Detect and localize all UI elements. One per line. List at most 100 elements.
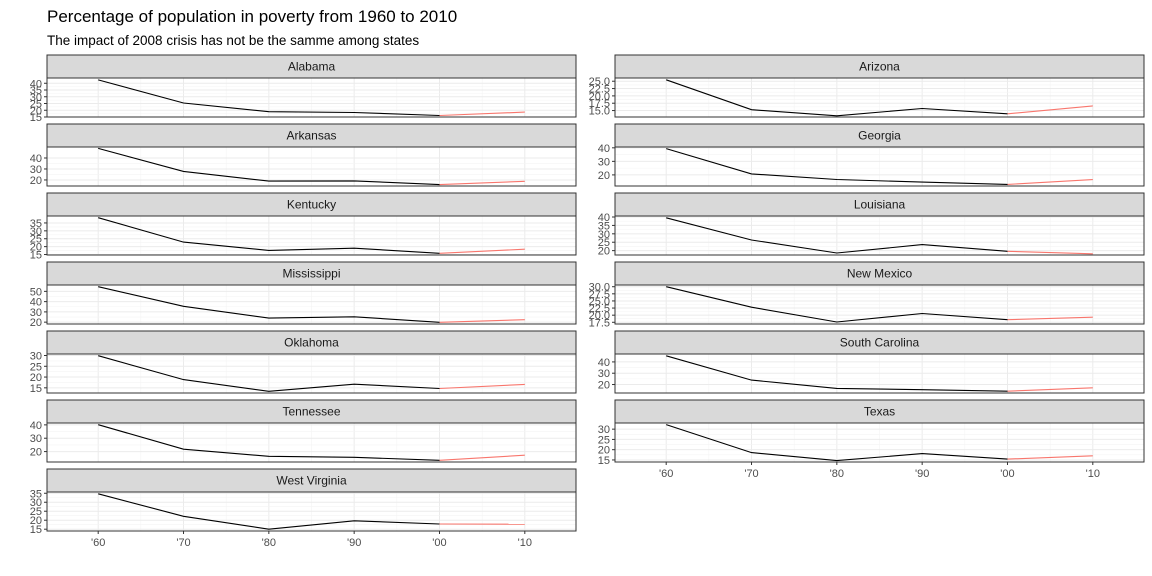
y-tick-label: 35 [30, 488, 42, 500]
series-line [98, 286, 440, 323]
x-tick-label: '90 [915, 468, 929, 480]
facet-strip-label: Arizona [859, 60, 900, 74]
series-line-highlight [1007, 105, 1093, 115]
y-tick-label: 40 [598, 357, 610, 369]
y-tick-label: 40 [30, 420, 42, 432]
y-tick-label: 30 [598, 156, 610, 168]
series-line [666, 217, 1008, 254]
facet-strip-label: Georgia [858, 129, 901, 143]
series-line [98, 355, 440, 392]
y-tick-label: 30 [30, 497, 42, 509]
y-tick-label: 20 [30, 175, 42, 187]
y-tick-label: 20.0 [589, 310, 610, 322]
series-line-highlight [439, 248, 525, 254]
series-line-highlight [1007, 455, 1093, 460]
y-tick-label: 20 [30, 105, 42, 117]
series-line [666, 148, 1008, 185]
y-tick-label: 15 [30, 524, 42, 536]
facet-panel-border [46, 77, 577, 118]
y-tick-label: 30 [30, 92, 42, 104]
y-tick-label: 20 [598, 170, 610, 182]
facet-strip-label: Tennessee [282, 405, 340, 419]
y-tick-label: 22.5 [589, 84, 610, 96]
y-tick-label: 15 [30, 250, 42, 262]
facet-panel-border [46, 284, 577, 325]
y-tick-label: 30.0 [589, 282, 610, 294]
y-tick-label: 30 [30, 164, 42, 176]
x-tick-label: '90 [347, 537, 361, 549]
series-line [98, 79, 440, 117]
y-tick-label: 30 [30, 433, 42, 445]
y-tick-label: 25 [30, 506, 42, 518]
facet-panel-border [46, 422, 577, 463]
facet-strip-label: New Mexico [847, 267, 913, 281]
facet-strip-label: Mississippi [282, 267, 340, 281]
facet-strip-label: Texas [864, 405, 895, 419]
y-tick-label: 25 [30, 99, 42, 111]
y-tick-label: 25.0 [589, 76, 610, 88]
y-tick-label: 40 [598, 212, 610, 224]
facet-new-mexico: New Mexico 17.520.022.525.027.530.0 [589, 261, 1145, 329]
chart-subtitle: The impact of 2008 crisis has not be the… [47, 33, 419, 48]
series-line-highlight [1007, 179, 1093, 185]
y-tick-label: 27.5 [589, 289, 610, 301]
series-line [98, 217, 440, 254]
series-line [98, 147, 440, 186]
facet-strip-label: Kentucky [287, 198, 336, 212]
y-tick-label: 25.0 [589, 296, 610, 308]
y-tick-label: 15 [598, 455, 610, 467]
y-tick-label: 22.5 [589, 303, 610, 315]
facet-panel-border [46, 491, 577, 532]
series-line-highlight [1007, 250, 1093, 255]
facet-panels: Alabama152025303540Arizona15.017.520.022… [30, 54, 1145, 549]
series-line [666, 286, 1008, 323]
y-tick-label: 40 [598, 143, 610, 155]
series-line [666, 424, 1008, 462]
y-tick-label: 40 [30, 297, 42, 309]
y-tick-label: 17.5 [589, 317, 610, 329]
y-tick-label: 35 [30, 218, 42, 230]
facet-strip-label: Oklahoma [284, 336, 339, 350]
y-tick-label: 30 [598, 229, 610, 241]
y-tick-label: 20 [598, 246, 610, 258]
y-tick-label: 17.5 [589, 98, 610, 110]
x-tick-label: '10 [1086, 468, 1100, 480]
x-tick-label: '00 [1000, 468, 1014, 480]
y-tick-label: 20 [30, 447, 42, 459]
y-tick-label: 30 [598, 424, 610, 436]
series-line-highlight [1007, 316, 1093, 321]
y-tick-label: 20 [30, 372, 42, 384]
y-tick-label: 40 [30, 78, 42, 90]
facet-strip-label: West Virginia [276, 474, 347, 488]
y-tick-label: 15 [30, 112, 42, 124]
facet-panel-border [614, 77, 1145, 118]
facet-panel-border [614, 422, 1145, 463]
chart-title: Percentage of population in poverty from… [47, 7, 457, 26]
facet-strip-label: Alabama [288, 60, 336, 74]
y-tick-label: 25 [30, 361, 42, 373]
x-tick-label: '00 [432, 537, 446, 549]
facet-panel-border [614, 353, 1145, 394]
x-tick-label: '60 [91, 537, 105, 549]
y-tick-label: 35 [598, 220, 610, 232]
facet-strip-label: South Carolina [840, 336, 920, 350]
series-line-highlight [1007, 387, 1093, 392]
y-tick-label: 20.0 [589, 91, 610, 103]
series-line-highlight [439, 111, 525, 117]
y-tick-label: 20 [598, 445, 610, 457]
series-line [98, 493, 440, 530]
series-line [98, 424, 440, 461]
y-tick-label: 50 [30, 286, 42, 298]
facet-strip-label: Louisiana [854, 198, 906, 212]
y-tick-label: 20 [30, 515, 42, 527]
